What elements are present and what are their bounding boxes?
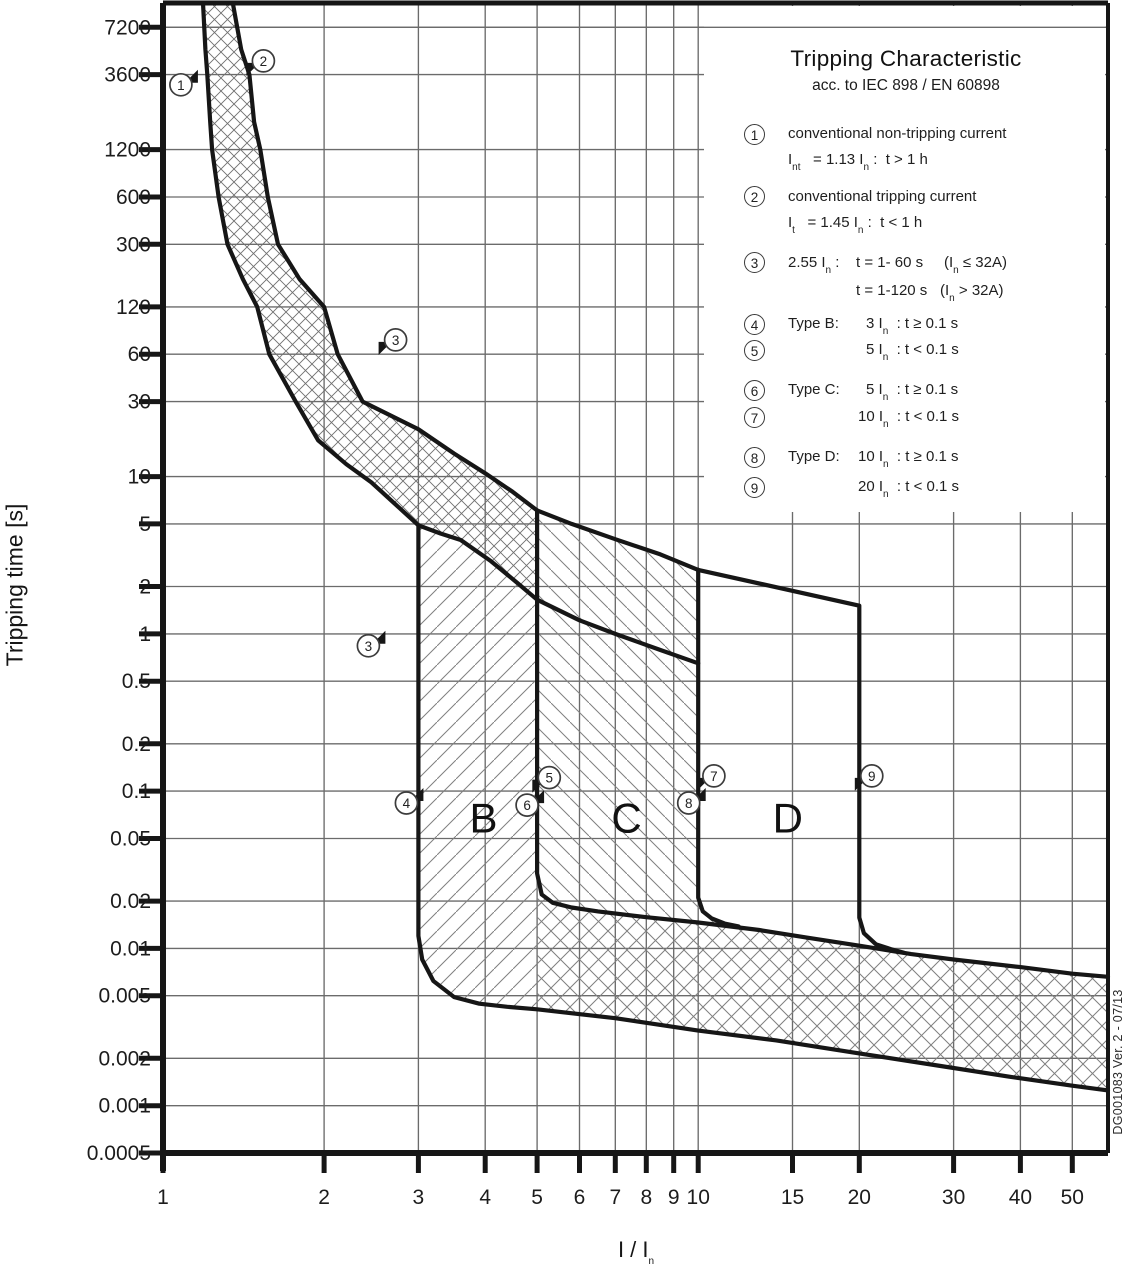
y-tick-label: 1200 (104, 139, 151, 162)
x-tick-label: 15 (781, 1186, 804, 1209)
y-tick-label: 2 (139, 576, 151, 599)
x-tick-label: 7 (609, 1186, 621, 1209)
y-tick-label: 0.002 (98, 1047, 151, 1070)
curve-point-marker-6: 6 (515, 790, 545, 817)
curve-point-marker-8: 8 (676, 788, 706, 815)
y-tick-label: 120 (116, 296, 151, 319)
y-tick-label: 0.001 (98, 1095, 151, 1118)
y-tick-label: 5 (139, 513, 151, 536)
x-tick-label: 9 (668, 1186, 680, 1209)
svg-text:3: 3 (392, 333, 400, 348)
y-tick-label: 60 (128, 343, 151, 366)
x-tick-label: 5 (531, 1186, 543, 1209)
region-letter-C: C (611, 795, 641, 842)
x-tick-label: 2 (318, 1186, 330, 1209)
curve-point-marker-3: 3 (356, 630, 386, 658)
y-tick-label: 0.2 (122, 733, 151, 756)
y-tick-label: 600 (116, 186, 151, 209)
x-tick-label: 10 (687, 1186, 710, 1209)
curve-point-marker-4: 4 (394, 788, 424, 815)
svg-text:8: 8 (685, 796, 693, 811)
y-tick-label: 7200 (104, 16, 151, 39)
x-tick-label: 4 (479, 1186, 491, 1209)
y-tick-label: 0.5 (122, 670, 151, 693)
x-tick-label: 8 (640, 1186, 652, 1209)
x-tick-label: 30 (942, 1186, 965, 1209)
x-tick-label: 50 (1061, 1186, 1084, 1209)
curve-point-marker-5: 5 (532, 765, 562, 793)
x-tick-label: 40 (1009, 1186, 1032, 1209)
curve-point-marker-2: 2 (246, 49, 276, 76)
region-letter-D: D (773, 795, 803, 842)
y-tick-label: 0.005 (98, 985, 151, 1008)
svg-text:4: 4 (403, 796, 411, 811)
svg-text:2: 2 (260, 54, 268, 69)
svg-text:5: 5 (546, 771, 554, 786)
curve-point-marker-1: 1 (169, 69, 198, 97)
y-tick-label: 1 (139, 623, 151, 646)
x-tick-label: 20 (848, 1186, 871, 1209)
curve-point-marker-7: 7 (696, 764, 726, 791)
curve-tripping-1.45In (230, 0, 701, 572)
svg-text:3: 3 (365, 639, 373, 654)
y-tick-label: 3600 (104, 64, 151, 87)
y-tick-label: 0.1 (122, 780, 151, 803)
x-tick-label: 1 (157, 1186, 169, 1209)
boundary-10In (696, 567, 741, 929)
curve-point-marker-3: 3 (378, 328, 408, 355)
svg-text:1: 1 (177, 78, 185, 93)
x-tick-label: 3 (413, 1186, 425, 1209)
boundary-3In (416, 523, 1111, 1093)
y-tick-label: 30 (128, 391, 151, 414)
svg-text:9: 9 (868, 769, 876, 784)
svg-text:6: 6 (523, 798, 531, 813)
y-tick-label: 0.01 (110, 937, 151, 960)
y-tick-label: 0.0005 (87, 1142, 151, 1165)
y-tick-label: 10 (128, 466, 151, 489)
svg-text:7: 7 (710, 769, 718, 784)
x-tick-label: 6 (574, 1186, 586, 1209)
y-tick-label: 0.05 (110, 828, 151, 851)
y-tick-label: 0.02 (110, 890, 151, 913)
legend-background (704, 6, 1105, 512)
region-letter-B: B (469, 795, 497, 842)
curve-point-marker-9: 9 (854, 764, 884, 791)
y-tick-label: 300 (116, 233, 151, 256)
boundary-20In (696, 567, 906, 955)
